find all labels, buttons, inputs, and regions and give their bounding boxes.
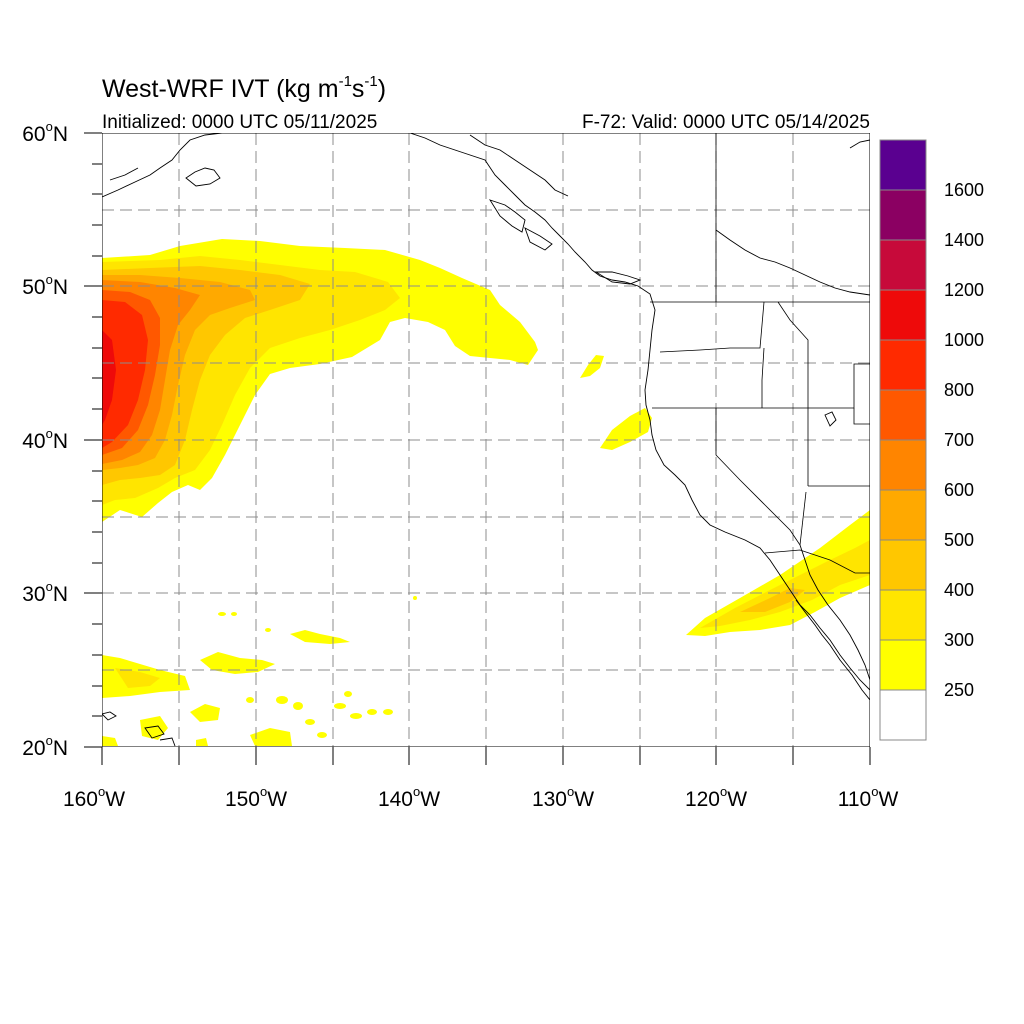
longitude-labels: 160oW 150oW 140oW 130oW 120oW 110oW xyxy=(63,784,899,811)
pacific-northwest-coast xyxy=(409,133,870,691)
lon-tick-label: 110oW xyxy=(838,784,899,811)
colorbar-swatch xyxy=(879,539,927,591)
latitude-labels: 60oN 50oN 40oN 30oN 20oN xyxy=(22,119,68,760)
colorbar-label: 600 xyxy=(944,480,974,500)
colorbar-label: 250 xyxy=(944,680,974,700)
political-boundaries xyxy=(650,133,870,574)
colorbar-label: 700 xyxy=(944,430,974,450)
lon-tick-label: 160oW xyxy=(63,784,125,811)
colorbar: 250 300 400 500 600 700 800 1000 1200 1400 1600 xyxy=(879,139,984,741)
lon-tick-label: 120oW xyxy=(685,784,747,811)
ivt-patch-lower-1 xyxy=(190,704,220,722)
colorbar-swatch xyxy=(879,339,927,391)
graticule xyxy=(102,133,870,747)
lat-tick-label: 30oN xyxy=(22,579,68,606)
colorbar-label: 1000 xyxy=(944,330,984,350)
ivt-patch-lower-3 xyxy=(250,728,292,746)
lon-tick-label: 130oW xyxy=(532,784,594,811)
us-mexico-border xyxy=(764,549,870,574)
lat-tick-label: 20oN xyxy=(22,733,68,760)
axis-ticks xyxy=(84,132,871,765)
colorbar-swatch xyxy=(879,439,927,491)
colorbar-swatch xyxy=(879,289,927,341)
ivt-plume-1200 xyxy=(102,330,116,425)
colorbar-swatch xyxy=(879,639,927,691)
ivt-plume-1000 xyxy=(102,300,148,448)
ivt-specks xyxy=(218,596,417,738)
california-nevada-border xyxy=(715,408,801,546)
colorbar-swatch xyxy=(879,189,927,241)
valid-time-label: F-72: Valid: 0000 UTC 05/14/2025 xyxy=(582,112,870,133)
ivt-band-southwest-300 xyxy=(686,510,870,636)
colorbar-label: 400 xyxy=(944,580,974,600)
coastlines xyxy=(102,133,870,747)
lat-tick-label: 50oN xyxy=(22,272,68,299)
lon-tick-label: 150oW xyxy=(225,784,287,811)
figure-title: West-WRF IVT (kg m-1s-1) xyxy=(102,73,386,103)
ivt-band-southwest-400 xyxy=(700,540,870,628)
colorbar-swatch xyxy=(879,389,927,441)
colorbar-label: 800 xyxy=(944,380,974,400)
colorbar-label: 1600 xyxy=(944,180,984,200)
ivt-patch-lower-2 xyxy=(140,716,168,740)
colorbar-swatch xyxy=(879,589,927,641)
ivt-patch-upper xyxy=(290,630,350,644)
colorbar-label: 300 xyxy=(944,630,974,650)
ivt-filled-contours xyxy=(102,239,870,746)
hawaii-islands xyxy=(102,711,176,747)
alaska-coast xyxy=(102,133,223,198)
colorbar-swatch xyxy=(879,489,927,541)
lat-tick-label: 60oN xyxy=(22,119,68,146)
colorbar-label: 1400 xyxy=(944,230,984,250)
ivt-streak-oregon xyxy=(580,355,604,378)
colorbar-label: 1200 xyxy=(944,280,984,300)
colorbar-label: 500 xyxy=(944,530,974,550)
lon-tick-label: 140oW xyxy=(378,784,440,811)
ivt-patch-lower-5 xyxy=(196,738,208,746)
map-area xyxy=(102,133,870,747)
colorbar-swatch xyxy=(879,239,927,291)
lat-tick-label: 40oN xyxy=(22,426,68,453)
ivt-patch-center xyxy=(200,652,275,674)
colorbar-swatch xyxy=(879,139,927,191)
initialized-time-label: Initialized: 0000 UTC 05/11/2025 xyxy=(102,112,377,133)
ivt-band-southwest-500 xyxy=(740,588,805,612)
ivt-patch-lower-4 xyxy=(102,736,118,746)
gulf-of-california-coast xyxy=(799,544,870,681)
colorbar-swatch xyxy=(879,689,927,741)
ivt-patch-hawaii-north-400 xyxy=(115,668,160,688)
